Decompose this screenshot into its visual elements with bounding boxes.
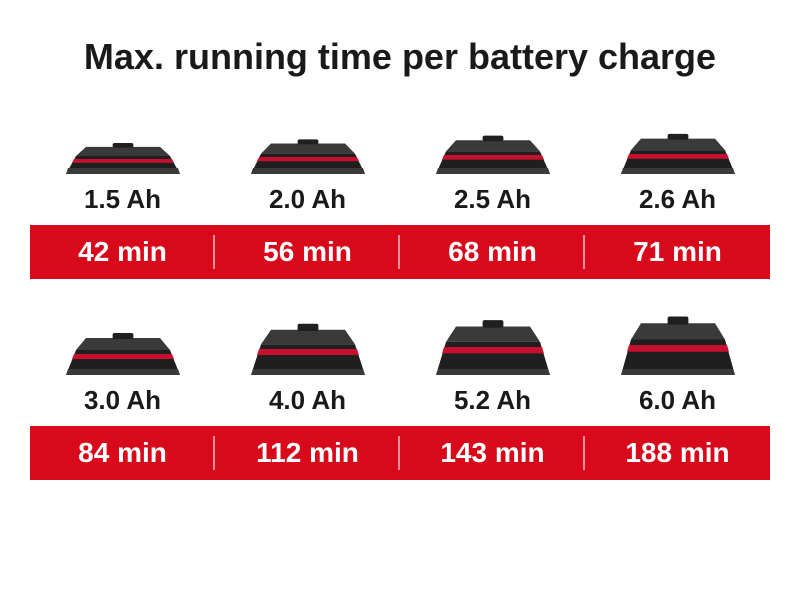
runtime-value: 71 min	[585, 225, 770, 279]
battery-image	[608, 307, 748, 379]
runtime-value: 42 min	[30, 225, 215, 279]
battery-icon	[243, 319, 373, 379]
runtime-value: 68 min	[400, 225, 585, 279]
battery-cell: 6.0 Ah	[585, 307, 770, 426]
battery-grid: 1.5 Ah 2.0 Ah 2.5 Ah 2.6 Ah42 min56	[30, 106, 770, 508]
battery-icon	[428, 315, 558, 379]
capacity-label: 4.0 Ah	[269, 385, 346, 416]
battery-cell: 5.2 Ah	[400, 307, 585, 426]
battery-cells: 1.5 Ah 2.0 Ah 2.5 Ah 2.6 Ah	[30, 106, 770, 225]
runtime-value: 188 min	[585, 426, 770, 480]
battery-icon	[58, 329, 188, 379]
capacity-label: 2.6 Ah	[639, 184, 716, 215]
capacity-label: 2.5 Ah	[454, 184, 531, 215]
battery-cell: 4.0 Ah	[215, 307, 400, 426]
battery-cell: 2.6 Ah	[585, 106, 770, 225]
capacity-label: 3.0 Ah	[84, 385, 161, 416]
battery-icon	[243, 136, 373, 178]
battery-cell: 2.5 Ah	[400, 106, 585, 225]
battery-icon	[58, 140, 188, 178]
battery-cells: 3.0 Ah 4.0 Ah 5.2 Ah 6.0 Ah	[30, 307, 770, 426]
battery-cell: 2.0 Ah	[215, 106, 400, 225]
battery-icon	[613, 311, 743, 379]
battery-row: 3.0 Ah 4.0 Ah 5.2 Ah 6.0 Ah84 min11	[30, 307, 770, 480]
battery-icon	[428, 132, 558, 178]
battery-image	[238, 106, 378, 178]
capacity-label: 1.5 Ah	[84, 184, 161, 215]
battery-cell: 1.5 Ah	[30, 106, 215, 225]
runtime-value: 112 min	[215, 426, 400, 480]
capacity-label: 5.2 Ah	[454, 385, 531, 416]
battery-image	[238, 307, 378, 379]
runtime-bar: 42 min56 min68 min71 min	[30, 225, 770, 279]
battery-icon	[613, 130, 743, 178]
battery-image	[53, 307, 193, 379]
battery-image	[423, 307, 563, 379]
capacity-label: 6.0 Ah	[639, 385, 716, 416]
battery-image	[608, 106, 748, 178]
battery-cell: 3.0 Ah	[30, 307, 215, 426]
capacity-label: 2.0 Ah	[269, 184, 346, 215]
battery-image	[423, 106, 563, 178]
runtime-bar: 84 min112 min143 min188 min	[30, 426, 770, 480]
page-title: Max. running time per battery charge	[84, 36, 716, 78]
runtime-value: 56 min	[215, 225, 400, 279]
battery-row: 1.5 Ah 2.0 Ah 2.5 Ah 2.6 Ah42 min56	[30, 106, 770, 279]
runtime-value: 143 min	[400, 426, 585, 480]
runtime-value: 84 min	[30, 426, 215, 480]
battery-image	[53, 106, 193, 178]
